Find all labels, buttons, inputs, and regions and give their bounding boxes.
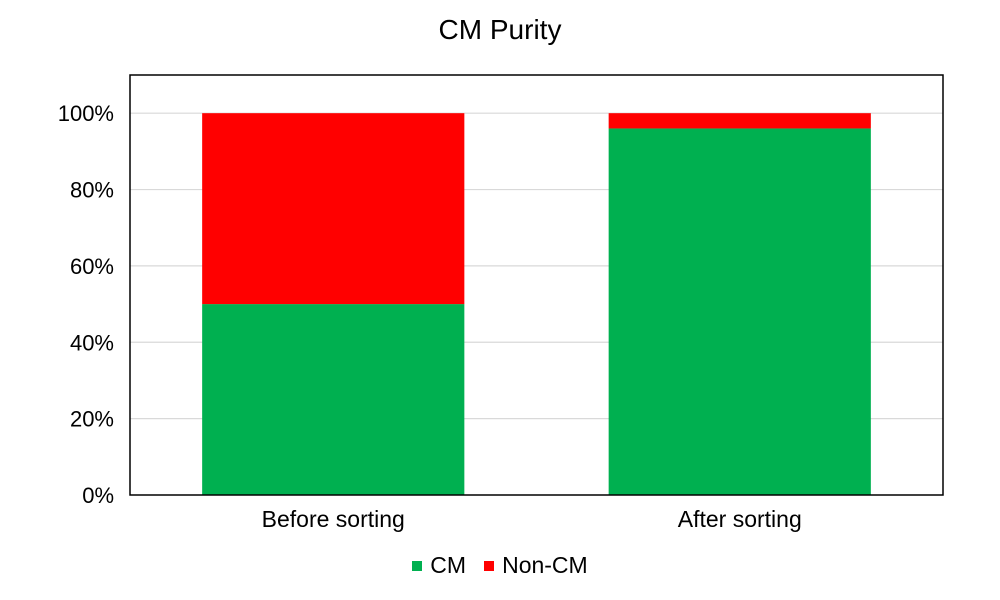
bar-non-cm-1 — [608, 113, 871, 129]
legend-swatch-non-cm — [484, 560, 495, 571]
x-category-label: Before sorting — [262, 506, 405, 532]
chart-legend: CM Non-CM — [0, 552, 1000, 579]
legend-label-non-cm: Non-CM — [502, 552, 588, 578]
plot-area-frame — [129, 74, 944, 496]
y-tick-label: 60% — [70, 254, 114, 279]
y-tick-label: 0% — [82, 483, 114, 508]
legend-swatch-cm — [412, 560, 423, 571]
bar-cm-1 — [608, 128, 871, 496]
y-tick-label: 40% — [70, 330, 114, 355]
chart-title: CM Purity — [438, 14, 562, 45]
bar-non-cm-0 — [202, 113, 465, 305]
x-category-label: After sorting — [678, 506, 802, 532]
y-tick-label: 80% — [70, 178, 114, 203]
legend-item-non-cm: Non-CM — [484, 552, 588, 579]
legend-item-cm: CM — [412, 552, 466, 579]
y-tick-label: 100% — [58, 101, 114, 126]
legend-label-cm: CM — [430, 552, 467, 578]
bar-cm-0 — [202, 304, 465, 495]
y-tick-label: 20% — [70, 407, 114, 432]
